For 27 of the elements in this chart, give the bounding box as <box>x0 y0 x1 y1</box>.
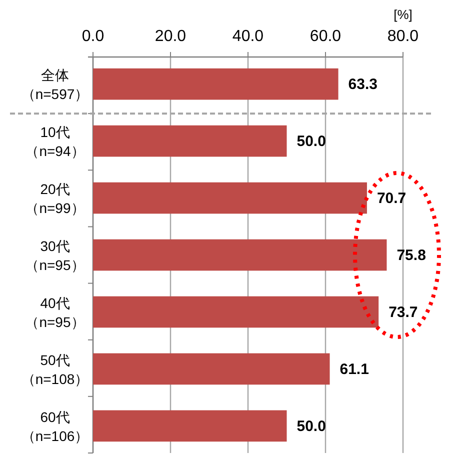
y-tick-label: 10代（n=94） <box>25 124 85 160</box>
bar <box>93 239 387 271</box>
data-label: 75.8 <box>396 247 426 264</box>
y-tick-label: 40代（n=95） <box>25 294 85 330</box>
bar <box>93 353 330 385</box>
x-tick-label: 60.0 <box>310 28 342 45</box>
data-label: 50.0 <box>296 418 326 435</box>
y-tick-label: 20代（n=99） <box>25 181 85 216</box>
y-tick-label: 全体（n=597） <box>21 67 89 102</box>
x-tick-label: 20.0 <box>154 28 186 45</box>
y-tick-label: 60代（n=106） <box>21 408 89 444</box>
data-label: 50.0 <box>296 133 326 150</box>
bar <box>93 182 367 214</box>
x-tick-label: 80.0 <box>387 28 419 45</box>
data-label: 63.3 <box>348 76 378 94</box>
data-label: 73.7 <box>388 304 418 321</box>
y-tick-label: 50代（n=108） <box>21 352 89 387</box>
y-tick-label: 30代（n=95） <box>25 238 85 273</box>
x-tick-label: 40.0 <box>232 28 264 45</box>
bar <box>93 296 379 328</box>
x-axis-title: [%] <box>394 7 412 22</box>
x-tick-label: 0.0 <box>82 28 104 45</box>
data-label: 70.7 <box>376 190 406 208</box>
data-label: 61.1 <box>340 360 369 378</box>
bar <box>93 68 338 100</box>
bar <box>93 125 287 157</box>
bar <box>93 410 287 442</box>
